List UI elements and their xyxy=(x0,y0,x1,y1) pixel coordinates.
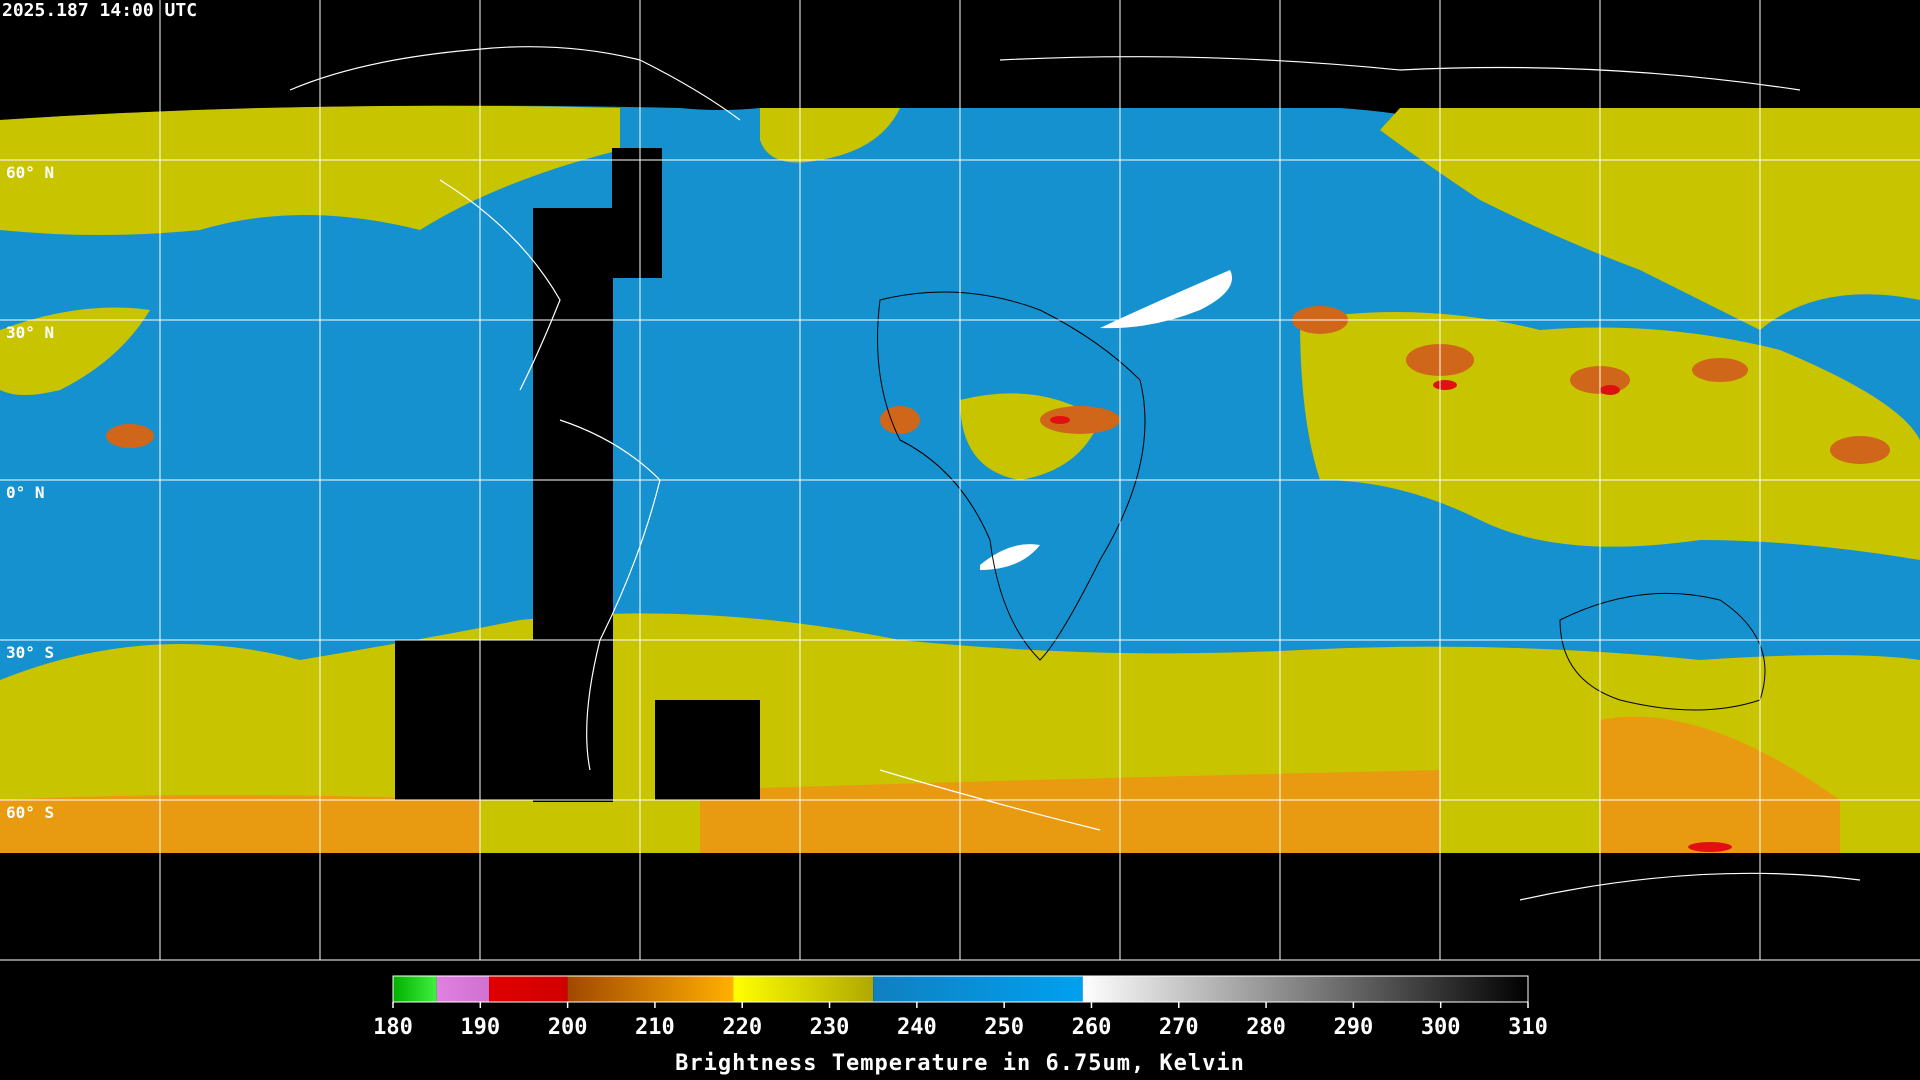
colorbar-tick-label: 210 xyxy=(635,1015,675,1040)
colorbar-tick-label: 180 xyxy=(373,1015,413,1040)
latitude-label: 30° N xyxy=(6,323,54,342)
colorbar-tick-label: 220 xyxy=(722,1015,762,1040)
graticule xyxy=(0,0,1920,961)
colorbar-segment xyxy=(873,976,1083,1002)
colorbar-tick-label: 260 xyxy=(1072,1015,1112,1040)
colorbar-label: Brightness Temperature in 6.75um, Kelvin xyxy=(675,1051,1245,1076)
colorbar-tick-label: 200 xyxy=(548,1015,588,1040)
colorbar-frame xyxy=(392,975,1529,1003)
colorbar-tick-label: 280 xyxy=(1246,1015,1286,1040)
colorbar-segment xyxy=(567,976,734,1002)
colorbar-tick-label: 270 xyxy=(1159,1015,1199,1040)
cold-dry-region xyxy=(0,716,1840,853)
colorbar-segment xyxy=(1082,976,1528,1002)
missing-data xyxy=(655,700,760,800)
colorbar-tick-label: 290 xyxy=(1334,1015,1374,1040)
colorbar-tick-label: 230 xyxy=(810,1015,850,1040)
latitude-label: 60° S xyxy=(6,803,54,822)
dry-region xyxy=(0,105,620,235)
colorbar-segment xyxy=(393,976,437,1002)
coastline xyxy=(877,291,1146,661)
colorbar-tick-label: 300 xyxy=(1421,1015,1461,1040)
latitude-label: 30° S xyxy=(6,643,54,662)
missing-data xyxy=(395,640,533,800)
colorbar-tick-label: 250 xyxy=(984,1015,1024,1040)
latitude-labels: 60° N 30° N 0° N 30° S 60° S xyxy=(6,163,54,822)
deep-convection xyxy=(1050,380,1732,852)
dry-region xyxy=(760,108,900,163)
colorbar-tick-label: 240 xyxy=(897,1015,937,1040)
missing-data xyxy=(612,148,662,278)
colorbar-segment xyxy=(733,976,874,1002)
timestamp: 2025.187 14:00 UTC xyxy=(2,0,197,21)
very-dry-patch xyxy=(1100,270,1232,329)
dry-region xyxy=(1380,108,1920,330)
colorbar-tick-label: 310 xyxy=(1508,1015,1548,1040)
dry-region xyxy=(0,307,150,395)
very-dry-patch xyxy=(980,544,1040,570)
colorbar-segment xyxy=(436,976,490,1002)
colorbar-segment xyxy=(489,976,568,1002)
latitude-label: 60° N xyxy=(6,163,54,182)
colorbar: 180 190 200 210 220 230 240 250 260 270 280 290 300 3… xyxy=(373,975,1548,1040)
coastline xyxy=(289,46,741,771)
latitude-label: 0° N xyxy=(6,483,45,502)
colorbar-tick-label: 190 xyxy=(460,1015,500,1040)
missing-data xyxy=(533,208,613,802)
